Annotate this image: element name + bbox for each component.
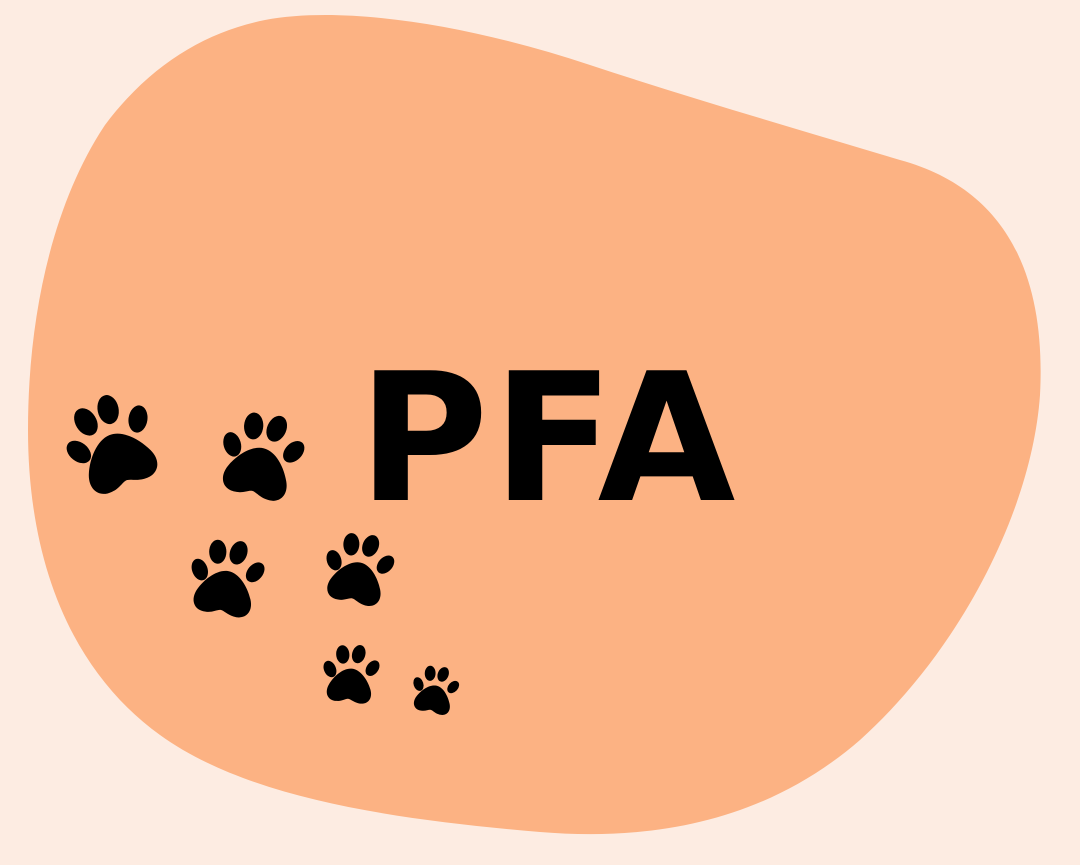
brand-wordmark: PFA <box>358 335 740 542</box>
paw-print-icon <box>323 645 380 704</box>
paw-print-icon <box>222 412 305 501</box>
blob-shape <box>28 15 1041 835</box>
paw-print-icon <box>326 533 395 606</box>
paw-print-icon <box>413 665 460 715</box>
paw-print-icon <box>191 539 265 618</box>
paw-print-icon <box>66 394 157 494</box>
